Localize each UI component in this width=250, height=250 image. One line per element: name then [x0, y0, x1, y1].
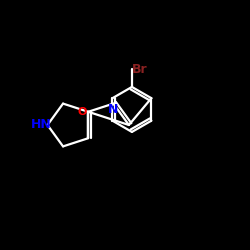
Text: Br: Br [132, 63, 147, 76]
Text: N: N [108, 103, 118, 116]
Text: O: O [77, 107, 87, 117]
Text: HN: HN [31, 118, 52, 132]
